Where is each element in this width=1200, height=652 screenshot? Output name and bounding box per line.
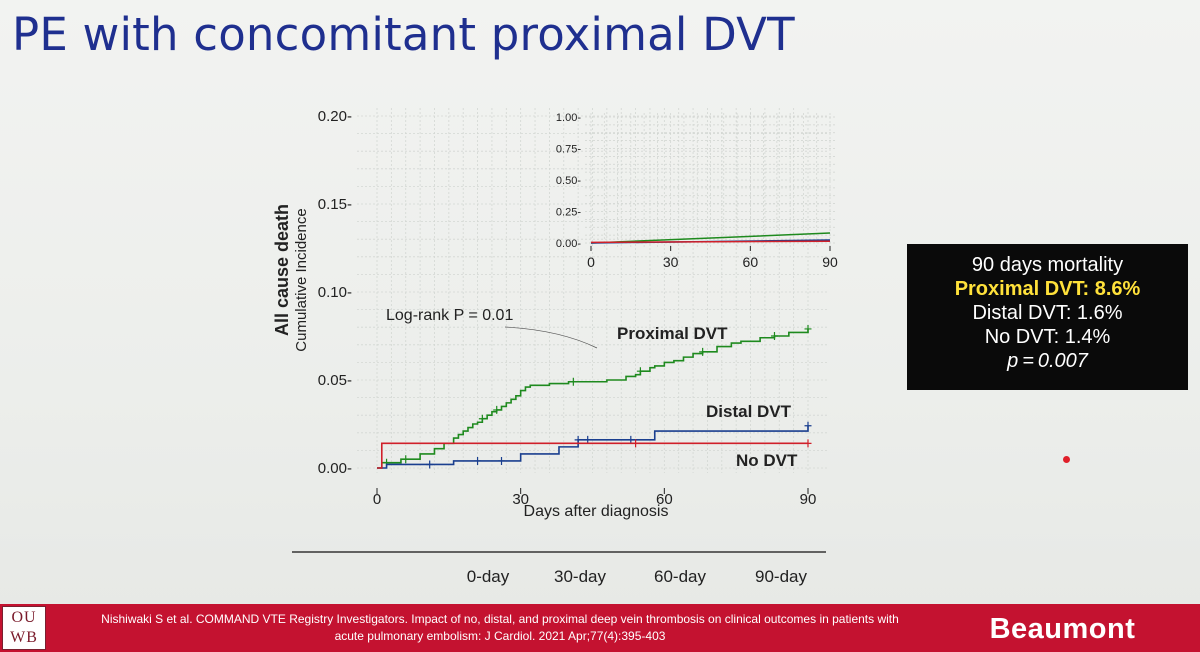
- legend-distal-dvt: Distal DVT: [706, 402, 792, 421]
- log-rank-annotation: Log-rank P = 0.01: [386, 307, 513, 324]
- censor-mark-distal-dvt: [474, 456, 482, 465]
- risk-header-0: 0-day: [467, 567, 510, 586]
- pointer-stroke: [504, 326, 598, 349]
- inset-x-tick-label: 90: [822, 254, 838, 270]
- legend-no-dvt: No DVT: [736, 451, 798, 470]
- legend-proximal-dvt: Proximal DVT: [617, 324, 728, 343]
- citation-line-1: Nishiwaki S et al. COMMAND VTE Registry …: [101, 612, 899, 626]
- main-y-tick-label: 0.05-: [318, 372, 352, 389]
- inset-y-tick-label: 0.75-: [556, 144, 581, 156]
- censor-mark-distal-dvt: [574, 435, 582, 444]
- mortality-summary-box: 90 days mortality Proximal DVT: 8.6% Dis…: [907, 244, 1188, 390]
- censor-mark-distal-dvt: [627, 435, 635, 444]
- censor-mark-proximal-dvt: [636, 367, 644, 376]
- main-grid: [357, 108, 828, 473]
- main-axes: 0.00- 0.05- 0.10- 0.15- 0.20- 0 30 60 90: [318, 108, 817, 508]
- censor-mark-proximal-dvt: [478, 414, 486, 423]
- censor-mark-proximal-dvt: [804, 324, 812, 333]
- km-curve-proximal-dvt: [377, 328, 809, 469]
- inset-y-tick-label: 0.25-: [556, 207, 581, 219]
- censor-mark-proximal-dvt: [699, 347, 707, 356]
- main-x-tick-label: 60: [656, 491, 673, 508]
- censor-mark-distal-dvt: [804, 421, 812, 430]
- inset-x-tick-label: 30: [663, 254, 679, 270]
- risk-header-90: 90-day: [755, 567, 807, 586]
- x-axis-label: Days after diagnosis: [524, 503, 669, 520]
- main-y-tick-label: 0.00-: [318, 460, 352, 477]
- citation-line-2: acute pulmonary embolism: J Cardiol. 202…: [334, 629, 666, 643]
- main-y-tick-label: 0.15-: [318, 196, 352, 213]
- citation: Nishiwaki S et al. COMMAND VTE Registry …: [60, 611, 940, 645]
- footer-bar: [0, 604, 1200, 652]
- cumulative-incidence-label: Cumulative Incidence: [293, 208, 310, 351]
- censor-mark-no-dvt: [804, 439, 812, 448]
- mortality-p-value: p = 0.007: [1007, 350, 1088, 372]
- inset-y-tick-label: 0.50-: [556, 175, 581, 187]
- inset-x-tick-label: 60: [743, 254, 759, 270]
- main-y-tick-label: 0.10-: [318, 284, 352, 301]
- beaumont-brand: Beaumont: [989, 613, 1136, 645]
- all-cause-death-label: All cause death: [272, 204, 292, 336]
- censor-mark-distal-dvt: [426, 460, 434, 469]
- laser-pointer-dot: [1063, 456, 1070, 463]
- censor-mark-proximal-dvt: [770, 332, 778, 340]
- censor-mark-distal-dvt: [584, 435, 592, 444]
- logo-line-2: WB: [10, 629, 38, 646]
- logo-line-1: OU: [11, 609, 37, 626]
- risk-header-30: 30-day: [554, 567, 606, 586]
- mortality-distal: Distal DVT: 1.6%: [972, 302, 1123, 324]
- main-series: [377, 324, 812, 469]
- inset-grid: [585, 113, 836, 247]
- main-x-tick-label: 0: [373, 491, 381, 508]
- km-curve-no-dvt: [377, 442, 808, 469]
- main-x-tick-label: 30: [512, 491, 529, 508]
- censor-mark-proximal-dvt: [493, 405, 501, 414]
- censor-mark-proximal-dvt: [569, 377, 577, 386]
- km-curve-distal-dvt: [377, 425, 809, 469]
- main-x-tick-label: 90: [800, 491, 817, 508]
- slide-title: PE with concomitant proximal DVT: [12, 8, 795, 61]
- inset-y-tick-label: 0.00-: [556, 238, 581, 250]
- university-logo: OU WB: [2, 606, 46, 650]
- inset-series: [590, 232, 831, 244]
- mortality-proximal: Proximal DVT: 8.6%: [954, 278, 1141, 300]
- mortality-title: 90 days mortality: [971, 254, 1124, 276]
- censor-mark-no-dvt: [632, 439, 640, 448]
- inset-y-tick-label: 1.00-: [556, 112, 581, 124]
- inset-line-no-dvt: [590, 240, 831, 244]
- mortality-none: No DVT: 1.4%: [984, 326, 1111, 348]
- censor-mark-proximal-dvt: [402, 455, 410, 464]
- inset-x-tick-label: 0: [587, 254, 595, 270]
- censor-mark-distal-dvt: [498, 456, 506, 465]
- risk-header-60: 60-day: [654, 567, 706, 586]
- inset-line-proximal-dvt: [590, 232, 831, 244]
- inset-axes: 0.00- 0.25- 0.50- 0.75- 1.00- 0 30 60 90: [556, 112, 838, 270]
- main-y-tick-label: 0.20-: [318, 108, 352, 125]
